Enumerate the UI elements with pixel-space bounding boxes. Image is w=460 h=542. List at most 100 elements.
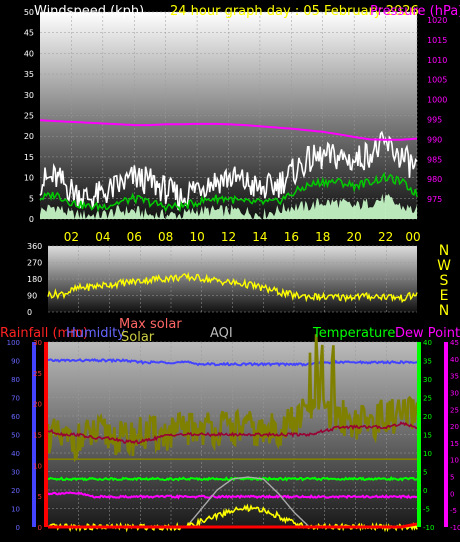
- time-tick-label: 20: [347, 230, 362, 244]
- humidity-tick-label: 30: [11, 469, 20, 477]
- panel-multi-series: [46, 334, 419, 533]
- direction-tick-label: 180: [27, 275, 42, 284]
- aqi-title: AQI: [210, 326, 233, 341]
- pressure-tick-label: 1000: [427, 96, 447, 105]
- series-rainfall: [48, 522, 418, 529]
- time-tick-label: 18: [315, 230, 330, 244]
- humidity-tick-label: 80: [11, 376, 20, 384]
- multi-axis-ticks: 0102030405060708090100051015202530-10-50…: [7, 339, 460, 532]
- rain-tick-label: 20: [33, 401, 42, 409]
- humidity-axis-bar: [32, 342, 36, 527]
- pressure-tick-label: 1005: [427, 76, 447, 85]
- rainfall-title: Rainfall (mm): [0, 326, 88, 341]
- temp-tick-label: 0: [423, 487, 427, 495]
- pressure-tick-label: 995: [427, 115, 442, 124]
- direction-tick-label: 0: [27, 308, 32, 317]
- rain-tick-label: 25: [33, 370, 42, 378]
- dew-tick-label: -10: [450, 524, 460, 532]
- direction-tick-label: 360: [27, 242, 42, 251]
- dew-tick-label: 0: [450, 490, 454, 498]
- wind-tick-label: 40: [24, 49, 34, 58]
- wind-tick-label: 50: [24, 8, 34, 17]
- temp-tick-label: -5: [423, 506, 430, 514]
- time-tick-label: 00: [405, 230, 420, 244]
- humidity-tick-label: 100: [7, 339, 20, 347]
- humidity-tick-label: 50: [11, 432, 20, 440]
- wind-axis-ticks: 0 5 10 15 20 25 30 35 40 45 50: [24, 8, 34, 224]
- time-tick-label: 22: [378, 230, 393, 244]
- multi-axis-titles: Rainfall (mm) Humidity Max solar Solar A…: [0, 317, 460, 345]
- panel-direction-grid: [48, 245, 417, 313]
- direction-degree-ticks: 0 90 180 270 360: [27, 242, 42, 317]
- dew-tick-label: 45: [450, 339, 459, 347]
- rain-tick-label: 15: [33, 432, 42, 440]
- series-humidity: [47, 357, 418, 367]
- dew-axis-bar: [444, 342, 448, 527]
- temp-tick-label: 25: [423, 395, 432, 403]
- time-tick-label: 08: [158, 230, 173, 244]
- pressure-tick-label: 1020: [427, 16, 447, 25]
- temp-tick-label: 40: [423, 339, 432, 347]
- temp-tick-label: 10: [423, 450, 432, 458]
- humidity-tick-label: 60: [11, 413, 20, 421]
- wind-tick-label: 15: [24, 153, 34, 162]
- rain-axis-bar: [44, 342, 48, 527]
- temp-tick-label: -10: [423, 524, 434, 532]
- panel-wind-series: [39, 119, 418, 219]
- dew-tick-label: 20: [450, 423, 459, 431]
- series-dew-point: [47, 491, 418, 500]
- panel-direction-series: [47, 271, 418, 304]
- wind-tick-label: 20: [24, 132, 34, 141]
- wind-tick-label: 10: [24, 174, 34, 183]
- humidity-tick-label: 10: [11, 506, 20, 514]
- dew-tick-label: 40: [450, 356, 459, 364]
- time-tick-label: 06: [127, 230, 142, 244]
- humidity-tick-label: 0: [16, 524, 20, 532]
- temp-tick-label: 15: [423, 432, 432, 440]
- wind-gust-line: [39, 130, 418, 211]
- time-axis-ticks: 02 04 06 08 10 12 14 16 18 20 22 00: [64, 230, 421, 244]
- wind-average-line: [39, 171, 418, 213]
- time-tick-label: 10: [189, 230, 204, 244]
- compass-label: N: [439, 303, 449, 319]
- wind-tick-label: 0: [29, 215, 34, 224]
- rain-tick-label: 5: [38, 493, 42, 501]
- pressure-tick-label: 990: [427, 135, 442, 144]
- pressure-tick-label: 1015: [427, 36, 447, 45]
- pressure-axis-title: Pressure (hPa): [370, 4, 460, 19]
- wind-tick-label: 35: [24, 70, 34, 79]
- pressure-tick-label: 975: [427, 195, 442, 204]
- humidity-tick-label: 90: [11, 358, 20, 366]
- humidity-tick-label: 20: [11, 487, 20, 495]
- pressure-tick-label: 1010: [427, 56, 447, 65]
- direction-tick-label: 90: [27, 292, 37, 301]
- temperature-title: Temperature: [312, 326, 395, 341]
- time-tick-label: 02: [64, 230, 79, 244]
- dew-tick-label: 30: [450, 389, 459, 397]
- temp-tick-label: 20: [423, 413, 432, 421]
- temp-tick-label: 35: [423, 358, 432, 366]
- compass-label: N: [439, 243, 449, 259]
- temp-tick-label: 30: [423, 376, 432, 384]
- rain-tick-label: 0: [38, 524, 42, 532]
- series-feels-like: [47, 421, 418, 445]
- humidity-tick-label: 40: [11, 450, 20, 458]
- dew-tick-label: 10: [450, 457, 459, 465]
- dew-tick-label: 25: [450, 406, 459, 414]
- humidity-tick-label: 70: [11, 395, 20, 403]
- temp-tick-label: 5: [423, 469, 427, 477]
- dew-tick-label: 5: [450, 474, 454, 482]
- compass-label: W: [437, 258, 451, 274]
- humidity-title: Humidity: [66, 326, 125, 341]
- time-tick-label: 12: [221, 230, 236, 244]
- time-tick-label: 14: [252, 230, 267, 244]
- time-tick-label: 04: [95, 230, 110, 244]
- dew-point-title: Dew Point: [395, 326, 460, 341]
- solar-title: Solar: [121, 330, 155, 345]
- pressure-axis-ticks: 975 980 985 990 995 1000 1005 1010 1015 1020: [427, 16, 447, 204]
- dew-tick-label: 15: [450, 440, 459, 448]
- compass-label: S: [440, 273, 449, 289]
- wind-minimum-area: [40, 193, 417, 219]
